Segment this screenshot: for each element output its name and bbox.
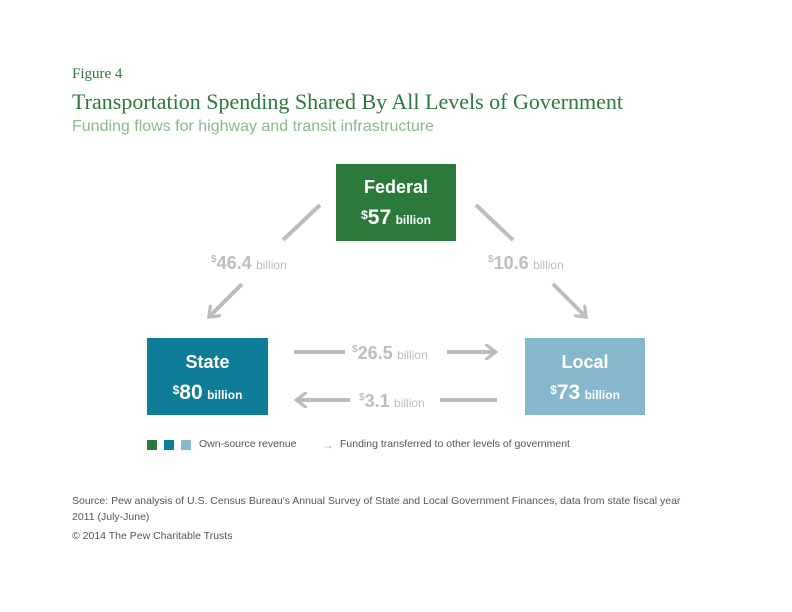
legend-swatch-local	[181, 440, 191, 450]
arrow-federal-local-upper	[474, 203, 515, 242]
legend-transfer-label: Funding transferred to other levels of g…	[340, 438, 570, 450]
flow-value: 46.4	[216, 253, 252, 273]
flow-unit: billion	[256, 258, 287, 272]
source-note: Source: Pew analysis of U.S. Census Bure…	[72, 495, 681, 523]
federal-box: Federal $57 billion	[336, 164, 456, 241]
federal-unit: billion	[395, 213, 431, 227]
local-currency: $	[550, 383, 557, 397]
figure-subtitle: Funding flows for highway and transit in…	[72, 118, 434, 135]
flow-currency: $	[488, 254, 494, 265]
state-name: State	[185, 352, 230, 372]
local-box: Local $73 billion	[525, 338, 645, 415]
arrow-federal-local-lower	[551, 282, 585, 316]
flow-unit: billion	[397, 348, 428, 362]
flow-local-to-state-label: $3.1 billion	[359, 391, 425, 412]
right-arrow-icon: →	[322, 438, 334, 452]
state-value: 80	[179, 381, 203, 404]
local-value: 73	[556, 381, 581, 404]
state-unit: billion	[207, 388, 243, 402]
local-name: Local	[561, 352, 609, 372]
flow-currency: $	[352, 344, 358, 355]
flow-currency: $	[359, 392, 365, 403]
local-unit: billion	[584, 388, 620, 402]
state-box: State $80 billion	[147, 338, 268, 415]
flow-value: 3.1	[364, 391, 390, 411]
federal-name: Federal	[363, 177, 429, 197]
federal-currency: $	[361, 208, 368, 222]
flow-federal-to-state-label: $46.4 billion	[211, 253, 287, 274]
flow-unit: billion	[533, 258, 564, 272]
federal-value: 57	[367, 206, 392, 229]
flow-state-to-local-label: $26.5 billion	[352, 343, 428, 364]
legend-swatch-state	[164, 440, 174, 450]
legend-swatch-federal	[147, 440, 157, 450]
figure-label: Figure 4	[72, 66, 123, 82]
legend-own-source-label: Own-source revenue	[199, 438, 297, 450]
arrow-federal-state-lower	[210, 282, 244, 316]
flow-federal-to-local-label: $10.6 billion	[488, 253, 564, 274]
arrow-federal-state-upper	[281, 203, 322, 242]
flow-value: 10.6	[493, 253, 529, 273]
state-currency: $	[172, 383, 180, 397]
copyright: © 2014 The Pew Charitable Trusts	[72, 530, 233, 542]
federal-amount: $57 billion	[336, 206, 456, 230]
flow-unit: billion	[394, 396, 425, 410]
local-amount: $73 billion	[525, 381, 645, 405]
state-amount: $80 billion	[147, 381, 268, 405]
figure-title: Transportation Spending Shared By All Le…	[72, 89, 623, 114]
flow-currency: $	[211, 254, 217, 265]
flow-value: 26.5	[357, 343, 393, 363]
